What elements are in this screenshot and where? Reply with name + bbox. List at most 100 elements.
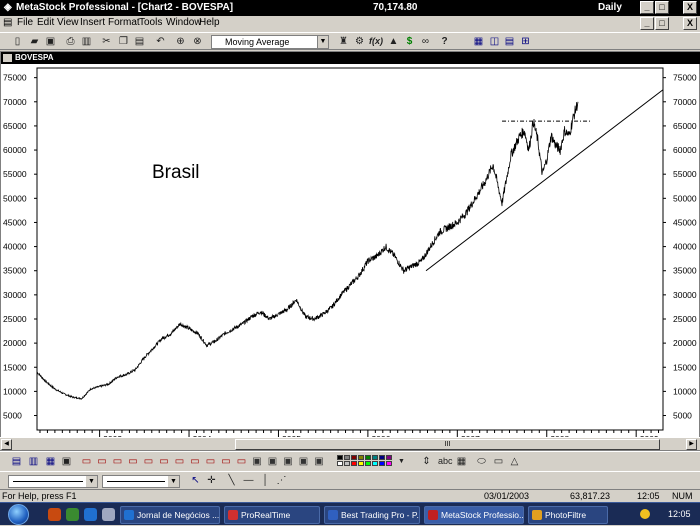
dollar-icon[interactable]: $ bbox=[406, 36, 413, 47]
color-swatch[interactable] bbox=[344, 461, 350, 466]
list-object-icon[interactable]: ▦ bbox=[45, 456, 56, 467]
save-icon[interactable]: ▣ bbox=[45, 36, 56, 47]
color-swatch[interactable] bbox=[372, 455, 378, 460]
stop-icon[interactable]: ▭ bbox=[128, 456, 138, 467]
horizontal-scrollbar[interactable]: ◀ III ▶ bbox=[0, 437, 700, 450]
bike-icon[interactable]: ▣ bbox=[298, 456, 309, 467]
indicator-select[interactable]: Moving Average ▼ bbox=[211, 35, 329, 49]
color-swatch[interactable] bbox=[351, 461, 357, 466]
menu-edit[interactable]: Edit bbox=[37, 17, 55, 28]
crosshair-icon[interactable]: ⊕ bbox=[176, 36, 185, 47]
color-swatch[interactable] bbox=[337, 455, 343, 460]
select-icon[interactable]: ↖ bbox=[191, 475, 200, 486]
doc-icon[interactable]: ▤ bbox=[3, 17, 13, 28]
quicklaunch-switch-icon[interactable] bbox=[102, 508, 115, 521]
crosshair-tool-icon[interactable]: ✛ bbox=[207, 475, 216, 486]
explorer-icon[interactable]: ⚙ bbox=[355, 36, 364, 47]
triangle-tool-icon[interactable]: △ bbox=[510, 456, 519, 467]
chevron-down-icon[interactable]: ▼ bbox=[317, 36, 328, 48]
line-width-select[interactable]: ▼ bbox=[102, 475, 180, 488]
doc-minimize-button[interactable]: _ bbox=[640, 17, 654, 30]
grid-tool-icon[interactable]: ▦ bbox=[456, 456, 467, 467]
doc-restore-button[interactable]: □ bbox=[655, 17, 669, 30]
task-prorealtime[interactable]: ProRealTime bbox=[224, 506, 320, 524]
text-object-icon[interactable]: ▤ bbox=[11, 456, 22, 467]
task-jornal[interactable]: Jornal de Negócios ... bbox=[120, 506, 220, 524]
scroll-thumb[interactable]: III bbox=[235, 439, 660, 450]
buy-icon[interactable]: ▭ bbox=[97, 456, 107, 467]
help-icon[interactable]: ? bbox=[441, 36, 448, 47]
palette-chevron-icon[interactable]: ▼ bbox=[398, 458, 405, 465]
color-swatch[interactable] bbox=[386, 461, 392, 466]
horizontal-line-icon[interactable]: — bbox=[243, 475, 254, 486]
print-preview-icon[interactable]: ▥ bbox=[81, 36, 92, 47]
menu-view[interactable]: View bbox=[57, 17, 79, 28]
color-swatch[interactable] bbox=[358, 461, 364, 466]
spinner-icon[interactable]: ⇕ bbox=[422, 456, 431, 467]
paste-icon[interactable]: ▤ bbox=[134, 36, 145, 47]
tile-grid-icon[interactable]: ⊞ bbox=[521, 36, 530, 47]
color-swatch[interactable] bbox=[365, 461, 371, 466]
color-swatch[interactable] bbox=[337, 461, 343, 466]
maximize-button[interactable]: □ bbox=[655, 1, 669, 14]
close-button[interactable]: X bbox=[683, 1, 697, 14]
binoculars-icon[interactable]: ∞ bbox=[421, 36, 430, 47]
quicklaunch-ie-icon[interactable] bbox=[84, 508, 97, 521]
chart-window-icon[interactable]: ▦ bbox=[473, 36, 484, 47]
chevron-down-icon[interactable]: ▼ bbox=[86, 476, 97, 487]
print-icon[interactable]: ⎙ bbox=[66, 36, 75, 47]
menu-window[interactable]: Window bbox=[166, 17, 202, 28]
color-swatch[interactable] bbox=[379, 455, 385, 460]
scroll-left-icon[interactable]: ◀ bbox=[1, 439, 12, 450]
rectangle-tool-icon[interactable]: ▭ bbox=[493, 456, 504, 467]
task-metastock[interactable]: MetaStock Professio... bbox=[424, 506, 524, 524]
quicklaunch-browser-icon[interactable] bbox=[48, 508, 61, 521]
color-swatch[interactable] bbox=[351, 455, 357, 460]
color-swatch[interactable] bbox=[386, 455, 392, 460]
tile-vertical-icon[interactable]: ◫ bbox=[489, 36, 500, 47]
flag-icon[interactable]: ▭ bbox=[190, 456, 200, 467]
truck-icon[interactable]: ▣ bbox=[267, 456, 278, 467]
indicator-icon[interactable]: ▲ bbox=[388, 36, 399, 47]
bus-object-icon[interactable]: ▣ bbox=[61, 456, 72, 467]
sell-icon[interactable]: ▭ bbox=[81, 456, 92, 467]
bull-icon[interactable]: ▭ bbox=[174, 456, 185, 467]
color-swatch[interactable] bbox=[372, 461, 378, 466]
quicklaunch-desktop-icon[interactable] bbox=[66, 508, 79, 521]
trendline-icon[interactable]: ╲ bbox=[228, 475, 235, 486]
color-swatch[interactable] bbox=[379, 461, 385, 466]
price-chart[interactable]: 5000 5000 10000 10000 15000 15000 20000 20000 25… bbox=[1, 64, 699, 450]
cycle-line-icon[interactable]: ⋰ bbox=[276, 475, 287, 486]
arrow-icon[interactable]: ▭ bbox=[205, 456, 216, 467]
face-icon[interactable]: ▣ bbox=[252, 456, 262, 467]
formula-icon[interactable]: f(x) bbox=[369, 36, 383, 46]
ellipse-tool-icon[interactable]: ⬭ bbox=[477, 456, 486, 467]
menu-tools[interactable]: Tools bbox=[139, 17, 163, 28]
undo-icon[interactable]: ↶ bbox=[156, 36, 165, 47]
color-swatch[interactable] bbox=[358, 455, 364, 460]
boat-icon[interactable]: ▣ bbox=[314, 456, 324, 467]
menu-format[interactable]: Format bbox=[108, 17, 140, 28]
new-icon[interactable]: ▯ bbox=[14, 36, 21, 47]
expert-advisor-icon[interactable]: ♜ bbox=[339, 36, 348, 47]
bear-icon[interactable]: ▭ bbox=[159, 456, 169, 467]
copy-icon[interactable]: ❐ bbox=[119, 36, 128, 47]
exit-icon[interactable]: ▭ bbox=[112, 456, 123, 467]
alert-icon[interactable]: ▭ bbox=[143, 456, 154, 467]
chart-object-icon[interactable]: ▥ bbox=[28, 456, 39, 467]
start-button[interactable] bbox=[8, 504, 29, 525]
scroll-right-icon[interactable]: ▶ bbox=[686, 439, 697, 450]
chevron-down-icon[interactable]: ▼ bbox=[168, 476, 179, 487]
task-photofiltre[interactable]: PhotoFiltre bbox=[528, 506, 608, 524]
text-tool-icon[interactable]: abc bbox=[438, 456, 453, 466]
tray-dollar-icon[interactable] bbox=[640, 509, 650, 519]
minimize-button[interactable]: _ bbox=[640, 1, 654, 14]
zoom-icon[interactable]: ⊗ bbox=[193, 36, 202, 47]
line-style-select[interactable]: ▼ bbox=[8, 475, 98, 488]
menu-insert[interactable]: Insert bbox=[80, 17, 106, 28]
menu-help[interactable]: Help bbox=[199, 17, 220, 28]
task-best-trading[interactable]: Best Trading Pro - P... bbox=[324, 506, 420, 524]
open-icon[interactable]: ▰ bbox=[30, 36, 39, 47]
menu-file[interactable]: File bbox=[17, 17, 34, 28]
bell-icon[interactable]: ▭ bbox=[236, 456, 247, 467]
